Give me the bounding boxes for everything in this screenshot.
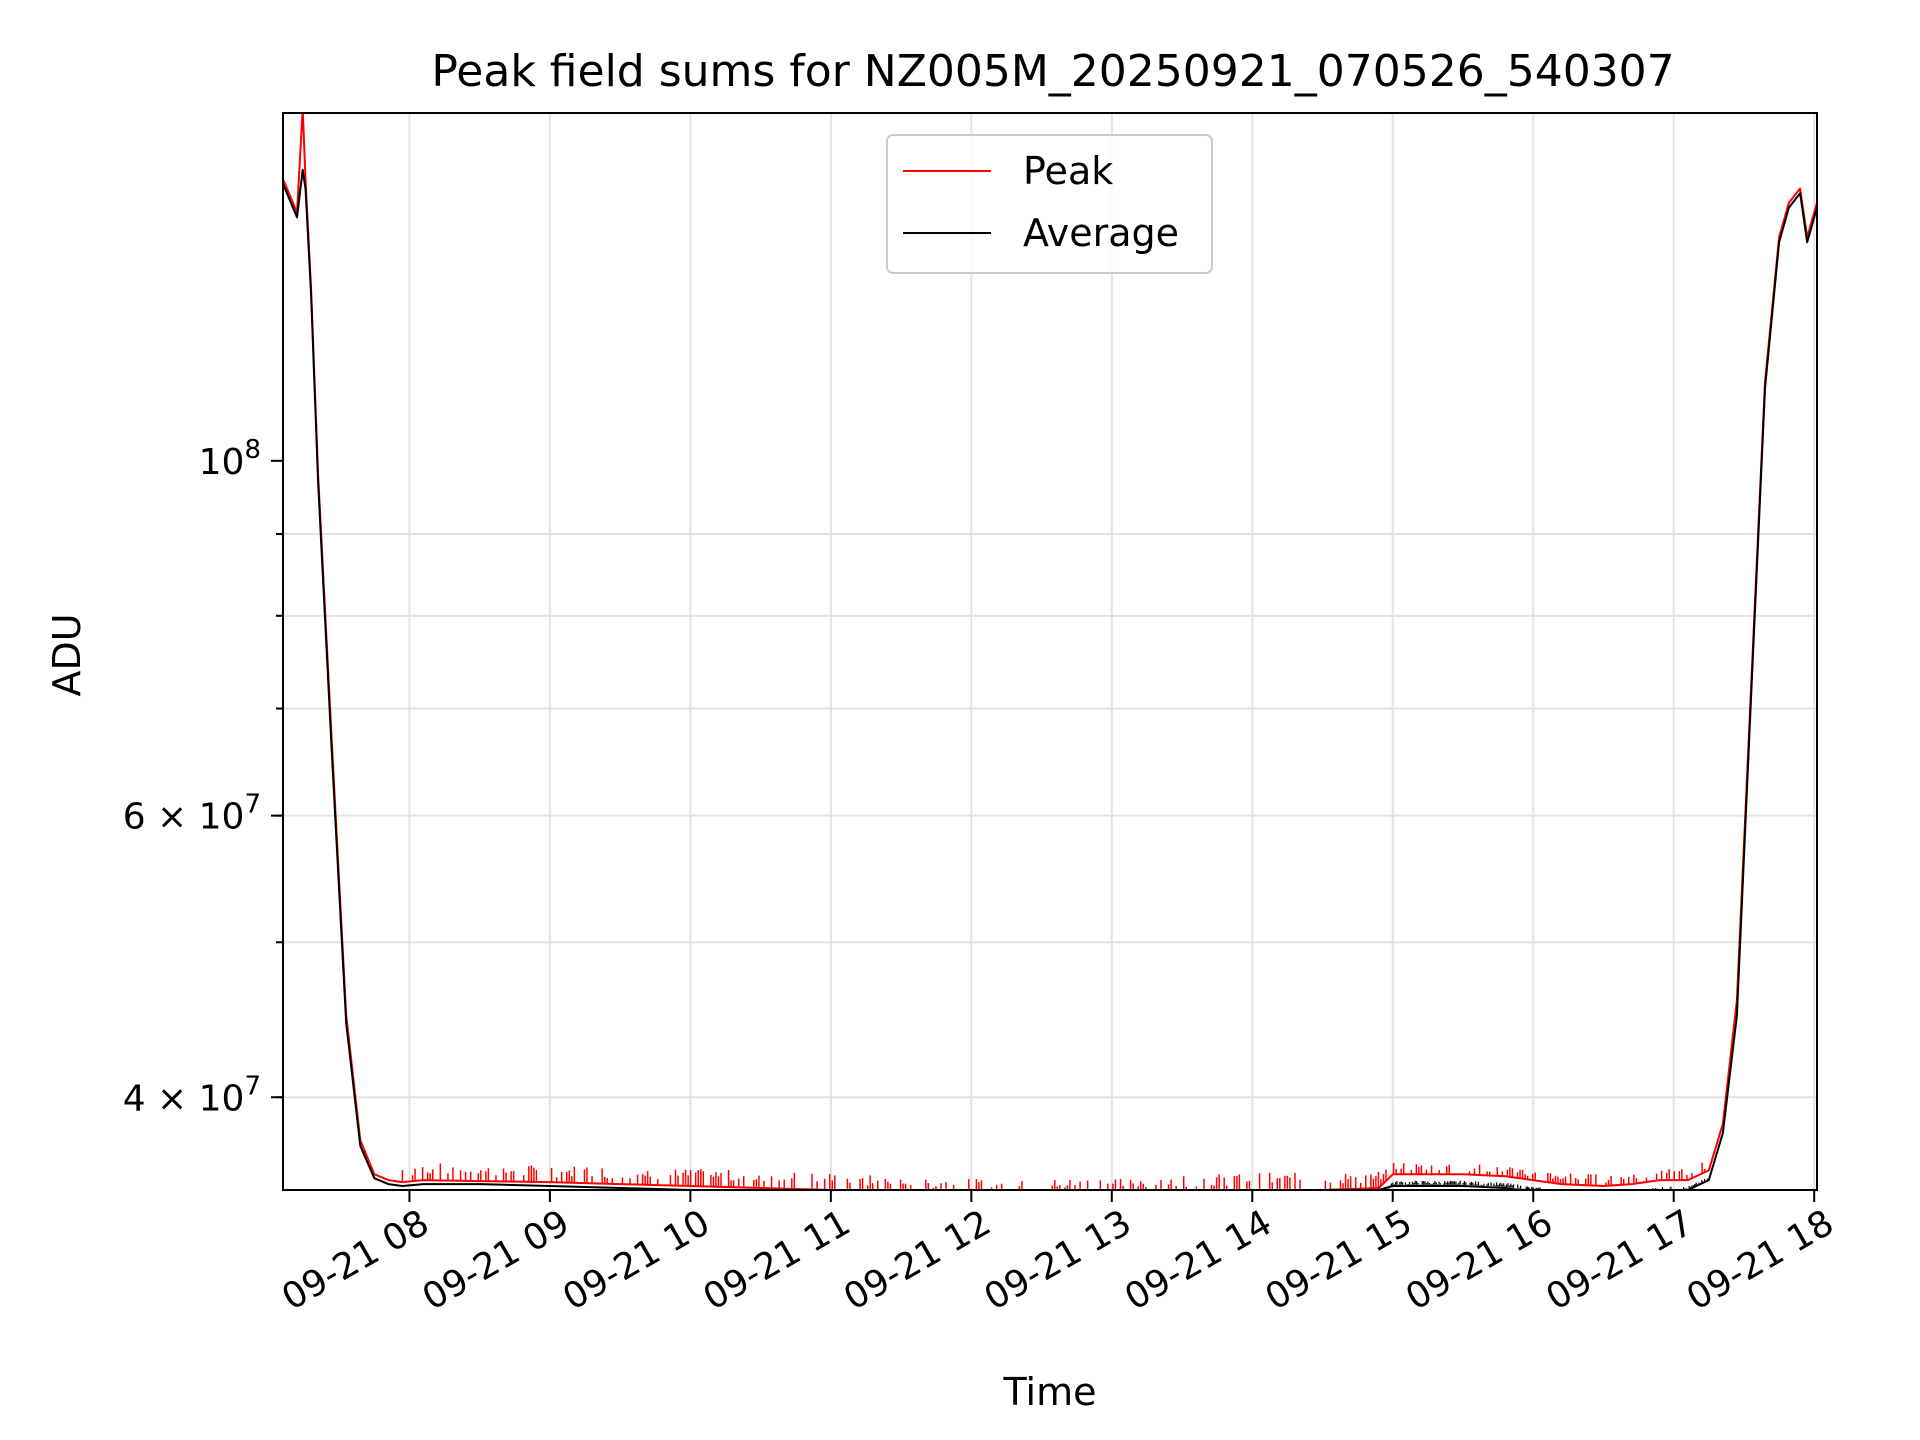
x-tick-label: 09-21 14 [1118, 1202, 1279, 1318]
x-axis-label: Time [1003, 1370, 1097, 1414]
legend-label-average: Average [1023, 211, 1179, 255]
y-tick-label: 4 × 107 [123, 1071, 261, 1119]
x-tick-label: 09-21 11 [697, 1202, 858, 1318]
x-tick-label: 09-21 09 [416, 1202, 577, 1318]
plot-frame [282, 112, 1818, 1191]
y-tick-label: 108 [199, 435, 261, 483]
peak-spikes [401, 1162, 1706, 1190]
grid [283, 113, 1817, 1190]
series-line-average [283, 169, 1817, 1190]
legend-box [886, 134, 1213, 274]
x-tick-label: 09-21 15 [1259, 1202, 1420, 1318]
x-tick-label: 09-21 18 [1680, 1202, 1841, 1318]
x-tick-label: 09-21 08 [275, 1202, 436, 1318]
legend-label-peak: Peak [1023, 149, 1113, 193]
y-tick-label: 6 × 107 [123, 790, 261, 838]
legend: Peak Average [886, 134, 1213, 274]
series-layer [283, 113, 1817, 1190]
y-axis-ticks: 108 6 × 107 4 × 107 [123, 435, 283, 1119]
chart-title: Peak field sums for NZ005M_20250921_0705… [431, 46, 1674, 97]
x-tick-label: 09-21 16 [1399, 1202, 1560, 1318]
x-tick-label: 09-21 10 [556, 1202, 717, 1318]
y-axis-label: ADU [45, 613, 89, 696]
x-tick-label: 09-21 12 [837, 1202, 998, 1318]
x-tick-label: 09-21 17 [1540, 1202, 1701, 1318]
x-tick-label: 09-21 13 [978, 1202, 1139, 1318]
